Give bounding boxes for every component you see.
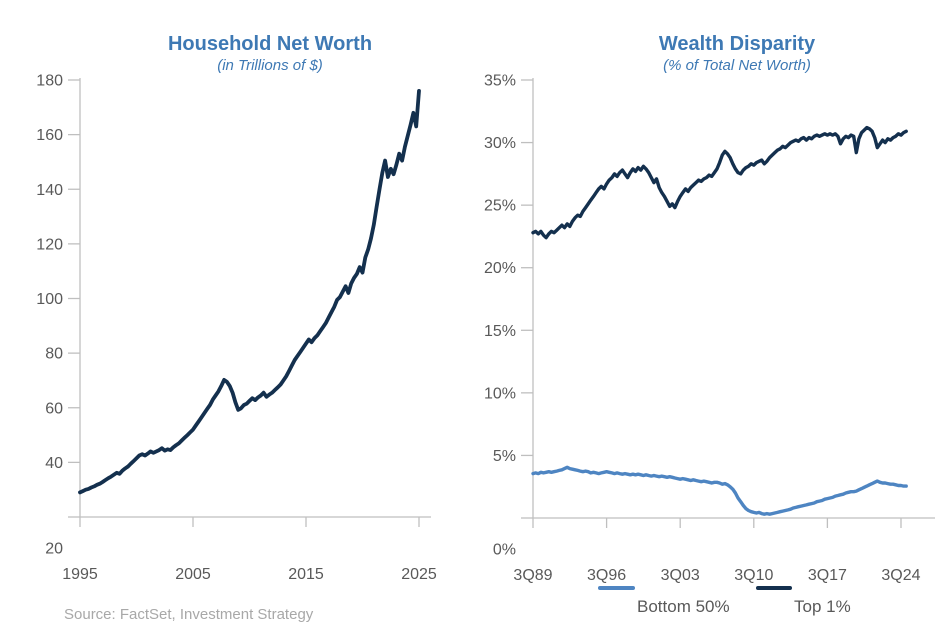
y-tick-label: 80 [45,346,63,363]
x-tick-label: 2015 [288,566,324,583]
x-tick-label: 2025 [401,566,437,583]
bottom-50--line [531,465,908,516]
x-tick-label: 3Q17 [808,567,847,584]
y-tick-label: 180 [36,73,63,90]
x-tick-label: 1995 [62,566,98,583]
y-tick-label: 60 [45,400,63,417]
top-1--line [531,125,908,240]
y-tick-label: 25% [484,198,516,215]
x-tick-label: 3Q03 [661,567,700,584]
y-tick-label: 100 [36,291,63,308]
y-tick-label: 160 [36,127,63,144]
y-tick-label: 35% [484,73,516,90]
x-tick-label: 3Q89 [513,567,552,584]
household-net-worth-line [78,89,421,495]
legend-label-top-1: Top 1% [794,597,851,616]
x-tick-label: 3Q24 [881,567,920,584]
y-tick-label: 0% [493,542,516,559]
y-tick-label: 15% [484,323,516,340]
y-tick-label: 10% [484,385,516,402]
y-tick-label: 40 [45,455,63,472]
x-tick-label: 3Q96 [587,567,626,584]
wealth-disparity-chart: 35% 30% 25% 20% 15% 10% 5% 0% 3Q89 3Q96 3Q03 3Q10 3Q… [484,73,935,584]
legend-label-bottom-50: Bottom 50% [637,597,730,616]
legend-swatch-top-1 [756,586,792,590]
source-note: Source: FactSet, Investment Strategy [64,606,314,623]
y-tick-label: 20 [45,541,63,558]
y-tick-label: 30% [484,135,516,152]
y-tick-label: 140 [36,182,63,199]
x-tick-label: 2005 [175,566,211,583]
x-tick-label: 3Q10 [734,567,773,584]
y-tick-label: 120 [36,236,63,253]
legend-swatch-bottom-50 [598,586,635,590]
y-tick-label: 20% [484,260,516,277]
y-tick-label: 5% [493,448,516,465]
household-net-worth-chart: 180 160 140 120 100 80 60 40 20 1995 2005 2015 2025 [36,73,437,584]
